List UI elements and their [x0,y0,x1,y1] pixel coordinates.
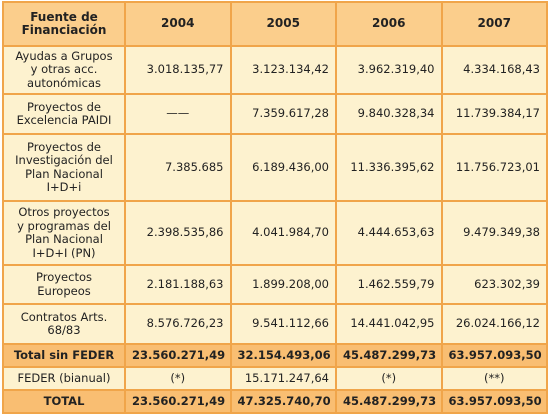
table-cell: 1.899.208,00 [229,264,337,305]
table-cell: 26.024.166,12 [440,303,548,345]
table-cell: (*) [335,366,443,391]
table-cell: 23.560.271,49 [124,343,232,368]
row-label: Ayudas a Grupos y otras acc. autonómicas [2,45,126,95]
table-row: Otros proyectos y programas del Plan Nac… [2,200,548,266]
table-cell: 47.325.740,70 [229,389,337,414]
table-cell: 6.189.436,00 [229,133,337,202]
table-cell: 2.398.535,86 [124,200,232,266]
row-label: Proyectos de Investigación del Plan Naci… [2,133,126,202]
table-cell: (*) [124,366,232,391]
table-cell: (**) [440,366,548,391]
table-cell: 7.359.617,28 [229,93,337,135]
table-cell: 1.462.559,79 [335,264,443,305]
table-row: Proyectos Europeos 2.181.188,63 1.899.208,… [2,264,548,305]
row-label: Proyectos Europeos [2,264,126,305]
row-label: Proyectos de Excelencia PAIDI [2,93,126,135]
table-row: FEDER (bianual) (*) 15.171.247,64 (*) (**) [2,366,548,391]
table-cell: 11.739.384,17 [440,93,548,135]
table-row: Contratos Arts. 68/83 8.576.726,23 9.541.1… [2,303,548,345]
header-cell: 2007 [440,1,548,47]
table-row: Proyectos de Investigación del Plan Naci… [2,133,548,202]
row-label: Otros proyectos y programas del Plan Nac… [2,200,126,266]
table-cell: 4.444.653,63 [335,200,443,266]
table-cell: 2.181.188,63 [124,264,232,305]
table-cell: 3.123.134,42 [229,45,337,95]
table-cell: 32.154.493,06 [229,343,337,368]
table-cell: 11.756.723,01 [440,133,548,202]
row-label: FEDER (bianual) [2,366,126,391]
header-row: Fuente de Financiación 2004 2005 2006 2007 [2,1,548,47]
row-label: Total sin FEDER [2,343,126,368]
row-label: TOTAL [2,389,126,414]
table-cell: 9.541.112,66 [229,303,337,345]
table-cell: 63.957.093,50 [440,343,548,368]
table-cell: 4.041.984,70 [229,200,337,266]
table-cell: —— [124,93,232,135]
table-cell: 14.441.042,95 [335,303,443,345]
table-header: Fuente de Financiación 2004 2005 2006 2007 [2,1,548,47]
table-cell: 3.962.319,40 [335,45,443,95]
table-cell: 8.576.726,23 [124,303,232,345]
table-row: Ayudas a Grupos y otras acc. autonómicas… [2,45,548,95]
table-cell: 45.487.299,73 [335,343,443,368]
table-cell: 11.336.395,62 [335,133,443,202]
header-cell: 2006 [335,1,443,47]
header-cell: 2005 [229,1,337,47]
table-row: Proyectos de Excelencia PAIDI —— 7.359.617… [2,93,548,135]
table-cell: 15.171.247,64 [229,366,337,391]
table-body: Ayudas a Grupos y otras acc. autonómicas… [2,45,548,414]
table-cell: 623.302,39 [440,264,548,305]
table-row: TOTAL 23.560.271,49 47.325.740,70 45.487.29… [2,389,548,414]
table-cell: 23.560.271,49 [124,389,232,414]
table-cell: 3.018.135,77 [124,45,232,95]
table-cell: 45.487.299,73 [335,389,443,414]
header-cell: 2004 [124,1,232,47]
row-label: Contratos Arts. 68/83 [2,303,126,345]
table-cell: 9.479.349,38 [440,200,548,266]
table-cell: 7.385.685 [124,133,232,202]
table-cell: 9.840.328,34 [335,93,443,135]
table-cell: 63.957.093,50 [440,389,548,414]
header-cell: Fuente de Financiación [2,1,126,47]
table-row: Total sin FEDER 23.560.271,49 32.154.493,0… [2,343,548,368]
table-cell: 4.334.168,43 [440,45,548,95]
